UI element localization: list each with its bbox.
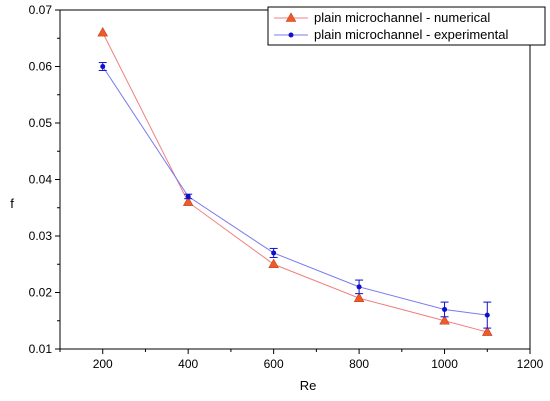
series-0 <box>97 26 493 336</box>
data-point-circle <box>442 306 448 312</box>
data-point-circle <box>356 284 362 290</box>
data-point-triangle <box>97 26 108 37</box>
data-point-circle <box>185 193 191 199</box>
legend-label: plain microchannel - numerical <box>314 10 490 25</box>
data-point-triangle <box>482 326 493 336</box>
y-tick-label: 0.01 <box>29 342 53 356</box>
y-tick-label: 0.07 <box>29 3 53 17</box>
axes: 200 400 600 800 1000 1200 0.01 0.02 0.03 0.04 0.05… <box>29 3 544 371</box>
data-point-triangle <box>353 292 365 302</box>
data-point-circle <box>100 64 106 69</box>
x-tick-label: 200 <box>93 357 113 371</box>
y-tick-label: 0.05 <box>29 116 53 130</box>
y-axis-title: f <box>10 196 14 211</box>
legend-item-1: plain microchannel - experimental <box>274 27 508 42</box>
x-tick-label: 600 <box>264 357 284 371</box>
legend-label: plain microchannel - experimental <box>314 27 508 42</box>
legend-box <box>267 6 546 46</box>
y-tick-label: 0.02 <box>29 286 53 300</box>
x-tick-label: 1200 <box>517 357 544 371</box>
x-tick-label: 800 <box>349 357 369 371</box>
data-point-triangle <box>268 258 279 269</box>
legend-triangle-icon <box>285 12 297 22</box>
data-point-triangle <box>439 315 450 325</box>
series-line <box>102 66 488 316</box>
y-tick-label: 0.03 <box>29 229 53 243</box>
data-point-circle <box>271 250 277 256</box>
x-tick-label: 1000 <box>431 357 458 371</box>
data-point-triangle <box>182 196 194 206</box>
y-tick-label: 0.04 <box>29 173 53 187</box>
series-layer <box>97 26 493 336</box>
series-1 <box>98 62 492 329</box>
y-tick-label: 0.06 <box>29 60 53 74</box>
legend-item-0: plain microchannel - numerical <box>274 10 490 25</box>
data-point-circle <box>484 312 490 318</box>
x-axis-title: Re <box>300 378 317 393</box>
series-line <box>102 32 488 333</box>
x-tick-label: 400 <box>178 357 198 371</box>
legend: plain microchannel - numerical plain micr… <box>267 6 546 46</box>
legend-circle-icon <box>288 32 294 38</box>
